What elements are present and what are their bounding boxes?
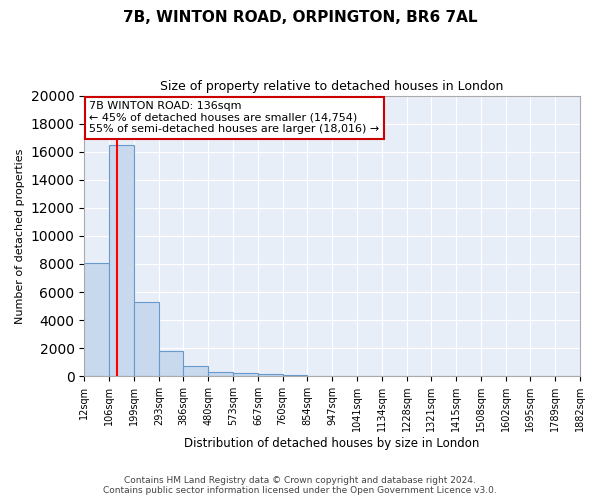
Bar: [233, 374, 258, 376]
Bar: [109, 144, 134, 376]
Bar: [283, 375, 307, 376]
Bar: [258, 374, 283, 376]
Text: 7B, WINTON ROAD, ORPINGTON, BR6 7AL: 7B, WINTON ROAD, ORPINGTON, BR6 7AL: [123, 10, 477, 25]
Y-axis label: Number of detached properties: Number of detached properties: [15, 148, 25, 324]
Bar: [208, 372, 233, 376]
X-axis label: Distribution of detached houses by size in London: Distribution of detached houses by size …: [184, 437, 480, 450]
Title: Size of property relative to detached houses in London: Size of property relative to detached ho…: [160, 80, 504, 93]
Bar: [134, 302, 159, 376]
Bar: [84, 262, 109, 376]
Text: 7B WINTON ROAD: 136sqm
← 45% of detached houses are smaller (14,754)
55% of semi: 7B WINTON ROAD: 136sqm ← 45% of detached…: [89, 101, 379, 134]
Bar: [184, 366, 208, 376]
Text: Contains HM Land Registry data © Crown copyright and database right 2024.
Contai: Contains HM Land Registry data © Crown c…: [103, 476, 497, 495]
Bar: [159, 351, 184, 376]
